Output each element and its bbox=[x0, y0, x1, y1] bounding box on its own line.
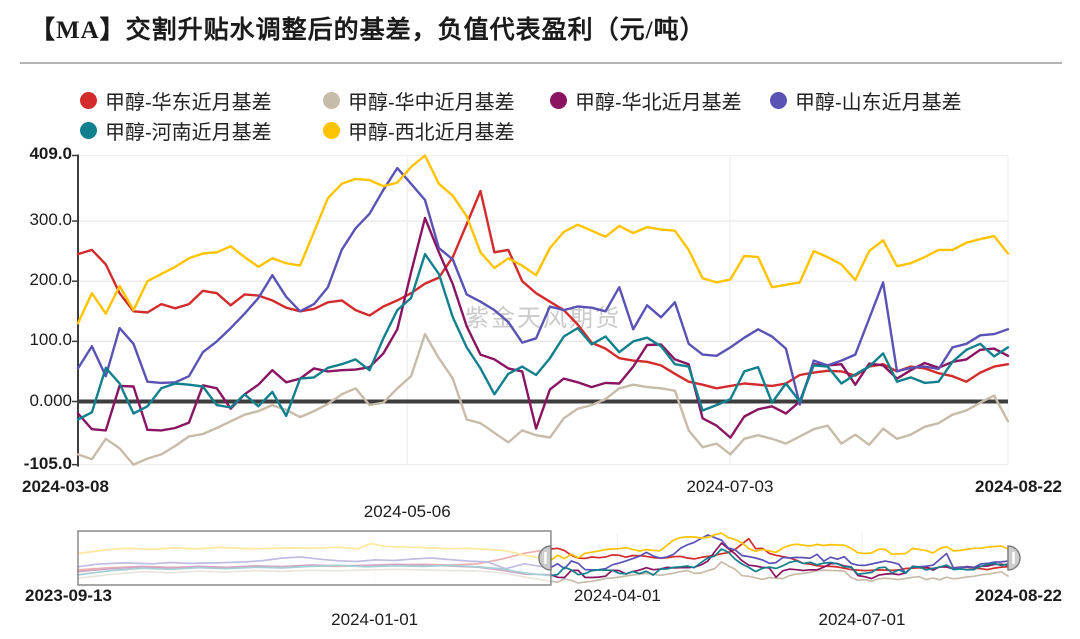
legend-marker-icon-shandong bbox=[770, 92, 787, 109]
nav-tick-2024-07-01: 2024-07-01 bbox=[818, 610, 906, 629]
y-tick-409.0: 409.0 bbox=[29, 144, 72, 164]
y-tick-300.0: 300.0 bbox=[29, 210, 72, 230]
nav-tick-2024-08-22: 2024-08-22 bbox=[975, 586, 1062, 605]
legend-marker-icon-huabei bbox=[550, 92, 567, 109]
series-line-xibei bbox=[76, 154, 1010, 325]
x-tick-2024-08-22: 2024-08-22 bbox=[975, 477, 1062, 496]
nav-tick-2024-01-01: 2024-01-01 bbox=[331, 610, 419, 629]
legend-marker-icon-huazhong bbox=[323, 92, 340, 109]
legend-label: 甲醇-华东近月基差 bbox=[105, 92, 272, 114]
x-tick-2024-07-03: 2024-07-03 bbox=[686, 477, 774, 496]
y-tick-0.000: 0.000 bbox=[29, 390, 72, 410]
nav-tick-2024-04-01: 2024-04-01 bbox=[573, 586, 661, 605]
legend-item-xibei[interactable]: 甲醇-西北近月基差 bbox=[323, 116, 515, 145]
legend-label: 甲醇-华北近月基差 bbox=[575, 92, 742, 114]
legend-item-huazhong[interactable]: 甲醇-华中近月基差 bbox=[323, 86, 515, 115]
x-tick-2024-03-08: 2024-03-08 bbox=[22, 477, 109, 496]
series-line-huazhong bbox=[76, 332, 1010, 466]
y-tick-200.0: 200.0 bbox=[29, 270, 72, 290]
legend-item-huabei[interactable]: 甲醇-华北近月基差 bbox=[550, 86, 742, 115]
legend-item-huadong[interactable]: 甲醇-华东近月基差 bbox=[80, 86, 272, 115]
legend-marker-icon-henan bbox=[80, 122, 97, 139]
plot-area[interactable] bbox=[78, 155, 1008, 464]
legend-label: 甲醇-西北近月基差 bbox=[348, 122, 515, 144]
legend-item-henan[interactable]: 甲醇-河南近月基差 bbox=[80, 116, 272, 145]
legend-item-shandong[interactable]: 甲醇-山东近月基差 bbox=[770, 86, 962, 115]
legend-label: 甲醇-河南近月基差 bbox=[105, 122, 272, 144]
series-line-henan bbox=[76, 252, 1010, 421]
title-divider bbox=[20, 62, 1062, 64]
y-tick-100.0: 100.0 bbox=[29, 330, 72, 350]
series-line-shandong bbox=[76, 166, 1010, 406]
y-tick--105.0: -105.0 bbox=[23, 453, 72, 473]
legend-label: 甲醇-山东近月基差 bbox=[795, 92, 962, 114]
x-tick-2024-05-06: 2024-05-06 bbox=[363, 502, 451, 521]
nav-unselected-overlay bbox=[78, 531, 551, 585]
legend-label: 甲醇-华中近月基差 bbox=[348, 92, 515, 114]
page-title: 【MA】交割升贴水调整后的基差，负值代表盈利（元/吨） bbox=[30, 17, 706, 44]
legend-marker-icon-huadong bbox=[80, 92, 97, 109]
nav-tick-2023-09-13: 2023-09-13 bbox=[25, 586, 112, 605]
legend-marker-icon-xibei bbox=[323, 122, 340, 139]
